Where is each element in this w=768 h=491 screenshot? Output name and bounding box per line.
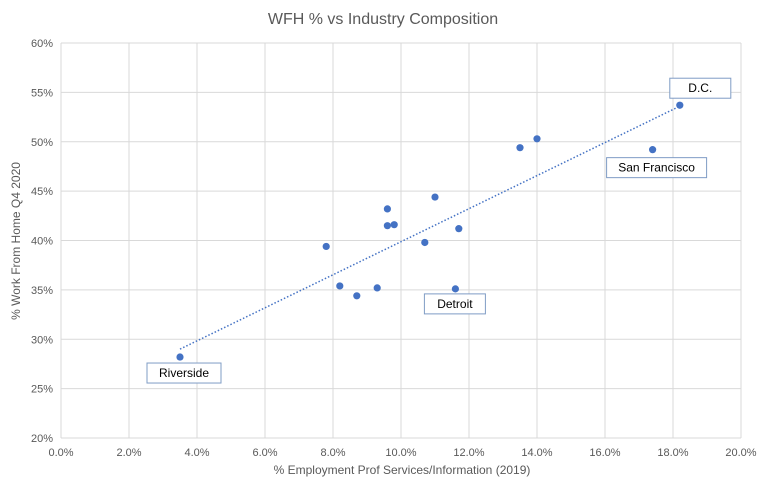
chart-title: WFH % vs Industry Composition [268,11,498,28]
x-tick-label: 0.0% [48,447,73,459]
data-point [176,353,184,361]
data-point [516,144,524,152]
x-tick-label: 12.0% [453,447,484,459]
trendline [179,105,681,350]
data-point [373,284,381,292]
callout-label: D.C. [688,81,712,95]
callout-riverside: Riverside [146,362,222,384]
data-point [383,222,391,230]
callout-box [669,77,732,99]
x-tick-label: 6.0% [252,447,277,459]
x-axis-ticks: 0.0% 2.0% 4.0% 6.0% 8.0% 10.0% 12.0% 14.0% 16.0%… [48,447,756,459]
gridlines [60,42,742,439]
y-tick-label: 60% [31,38,53,50]
callout-box [423,293,486,315]
y-tick-label: 35% [31,285,53,297]
y-tick-label: 50% [31,137,53,149]
y-tick-label: 55% [31,87,53,99]
y-axis-label: % Work From Home Q4 2020 [9,162,23,320]
callout-box [606,157,708,179]
callouts: D.C. San Francisco Detroit Riverside [146,77,732,384]
x-tick-label: 20.0% [725,447,756,459]
y-tick-label: 40% [31,236,53,248]
data-point [451,285,459,293]
data-point [421,238,429,247]
callout-label: Detroit [437,297,473,311]
callout-box [146,362,222,384]
callout-d-c-: D.C. [669,77,732,99]
data-point [676,101,684,109]
data-point [533,135,541,143]
callout-detroit: Detroit [423,293,486,315]
x-tick-label: 16.0% [589,447,620,459]
x-tick-label: 10.0% [385,447,416,459]
data-point [336,282,344,290]
x-tick-label: 18.0% [657,447,688,459]
x-axis-label: % Employment Prof Services/Information (… [274,463,531,477]
y-tick-label: 20% [31,433,53,445]
callout-label: San Francisco [618,161,695,175]
callout-label: Riverside [159,366,209,380]
y-tick-label: 25% [31,384,53,396]
data-point [383,205,391,213]
y-tick-label: 30% [31,334,53,346]
data-point [322,242,330,251]
callout-san-francisco: San Francisco [606,157,708,179]
x-tick-label: 14.0% [521,447,552,459]
data-point [431,193,439,201]
y-axis-ticks: 20% 25% 30% 35% 40% 45% 50% 55% 60% [31,38,53,445]
x-tick-label: 4.0% [184,447,209,459]
x-tick-label: 8.0% [320,447,345,459]
data-point [649,146,657,154]
data-points [176,101,684,361]
y-tick-label: 45% [31,186,53,198]
x-tick-label: 2.0% [116,447,141,459]
data-point [353,292,361,300]
data-point [390,221,398,229]
data-point [455,225,463,233]
